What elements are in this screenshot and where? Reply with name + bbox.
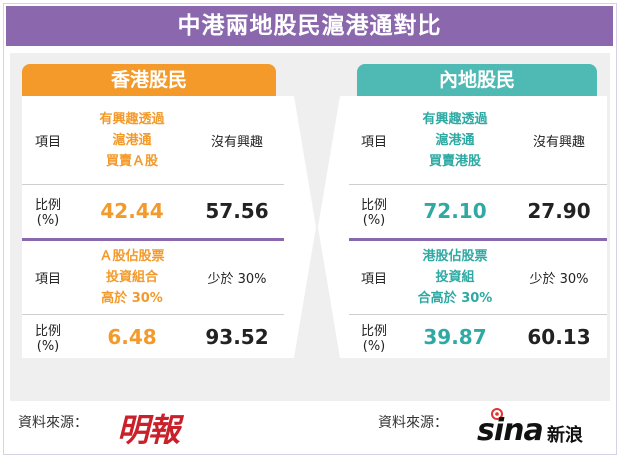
- item-label: 項目: [360, 271, 387, 287]
- ml-allocation-header: 港股佔股票 投資組 合高於 30%: [399, 246, 511, 309]
- section-divider: [349, 238, 607, 241]
- ratio-label-unit: (%): [362, 338, 386, 354]
- header-line: 投資組: [435, 269, 475, 285]
- header-line: 買賣港股: [428, 153, 481, 169]
- ratio-label: 比例 (%): [22, 194, 74, 228]
- ml-below-header: 少於 30%: [529, 271, 589, 287]
- row-divider: [22, 314, 284, 315]
- item-label: 項目: [34, 134, 61, 150]
- hk-row-allocation: 項目 Ａ股佔股票 投資組合 高於 30% 少於 30%: [22, 241, 284, 313]
- ratio-label-unit: (%): [362, 213, 386, 228]
- hk-no-interest-value: 57.56: [205, 199, 269, 223]
- ml-no-interest-value: 27.90: [527, 199, 591, 223]
- mainland-card: 項目 有興趣透過 滬港通 買賣港股 沒有興趣 比例 (%) 72.10 27.9…: [349, 96, 607, 358]
- hk-no-interest-header: 沒有興趣: [210, 134, 263, 150]
- ratio-label: 比例 (%): [349, 320, 399, 354]
- header-line: 買賣Ａ股: [105, 153, 158, 169]
- header-line: Ａ股佔股票: [99, 248, 165, 264]
- hk-interest-header: 有興趣透過 滬港通 買賣Ａ股: [74, 109, 190, 172]
- mingpao-logo: 明報: [117, 411, 180, 449]
- hk-card: 項目 有興趣透過 滬港通 買賣Ａ股 沒有興趣 比例 (%) 42.44 57.5…: [22, 96, 284, 358]
- ml-interest-header: 有興趣透過 滬港通 買賣港股: [399, 109, 511, 172]
- page-title: 中港兩地股民滬港通對比: [6, 6, 613, 46]
- row-divider: [349, 314, 607, 315]
- hk-row-ratio-2: 比例 (%) 6.48 93.52: [22, 315, 284, 358]
- hk-row-interest: 項目 有興趣透過 滬港通 買賣Ａ股 沒有興趣: [22, 96, 284, 184]
- item-label: 項目: [34, 271, 61, 287]
- chevron-divider-icon: [276, 96, 358, 358]
- hk-below-value: 93.52: [205, 324, 269, 349]
- row-divider: [349, 184, 607, 185]
- item-label: 項目: [360, 134, 387, 150]
- ml-above-value: 39.87: [423, 324, 487, 349]
- ml-row-interest: 項目 有興趣透過 滬港通 買賣港股 沒有興趣: [349, 96, 607, 184]
- header-line: 滬港通: [435, 132, 475, 148]
- ml-no-interest-header: 沒有興趣: [532, 134, 585, 150]
- hk-row-ratio-1: 比例 (%) 42.44 57.56: [22, 185, 284, 237]
- ratio-label-unit: (%): [36, 338, 60, 354]
- ratio-label: 比例 (%): [349, 194, 399, 228]
- hk-investors-header: 香港股民: [22, 64, 276, 96]
- header-line: 有興趣透過: [422, 111, 488, 127]
- sina-logo: sina 新浪: [475, 405, 605, 451]
- hk-above-value: 6.48: [107, 324, 157, 349]
- header-line: 滬港通: [112, 132, 152, 148]
- hk-allocation-header: Ａ股佔股票 投資組合 高於 30%: [74, 246, 190, 309]
- right-source-label: 資料來源：: [378, 415, 448, 431]
- header-line: 有興趣透過: [99, 111, 165, 127]
- ratio-label: 比例 (%): [22, 320, 74, 354]
- header-line: 投資組合: [105, 269, 158, 285]
- header-line: 合高於 30%: [417, 290, 493, 306]
- ratio-label-line: 比例: [34, 323, 61, 339]
- sina-logo-latin: sina: [477, 413, 544, 448]
- mainland-investors-header: 內地股民: [357, 64, 597, 96]
- ml-interest-value: 72.10: [423, 199, 487, 223]
- header-line: 高於 30%: [101, 290, 163, 306]
- ratio-label-line: 比例: [360, 323, 387, 339]
- ml-row-allocation: 項目 港股佔股票 投資組 合高於 30% 少於 30%: [349, 241, 607, 313]
- ml-below-value: 60.13: [527, 324, 591, 349]
- hk-interest-value: 42.44: [100, 199, 164, 223]
- sina-logo-cn: 新浪: [547, 425, 583, 446]
- ml-row-ratio-1: 比例 (%) 72.10 27.90: [349, 185, 607, 237]
- sina-eye-icon: [491, 408, 503, 420]
- row-divider: [22, 184, 284, 185]
- header-line: 港股佔股票: [422, 248, 488, 264]
- left-source-label: 資料來源：: [18, 415, 88, 431]
- hk-below-header: 少於 30%: [207, 271, 267, 287]
- ml-row-ratio-2: 比例 (%) 39.87 60.13: [349, 315, 607, 358]
- ratio-label-unit: (%): [36, 213, 60, 228]
- ratio-label-line: 比例: [360, 198, 387, 213]
- ratio-label-line: 比例: [34, 198, 61, 213]
- section-divider: [22, 238, 284, 241]
